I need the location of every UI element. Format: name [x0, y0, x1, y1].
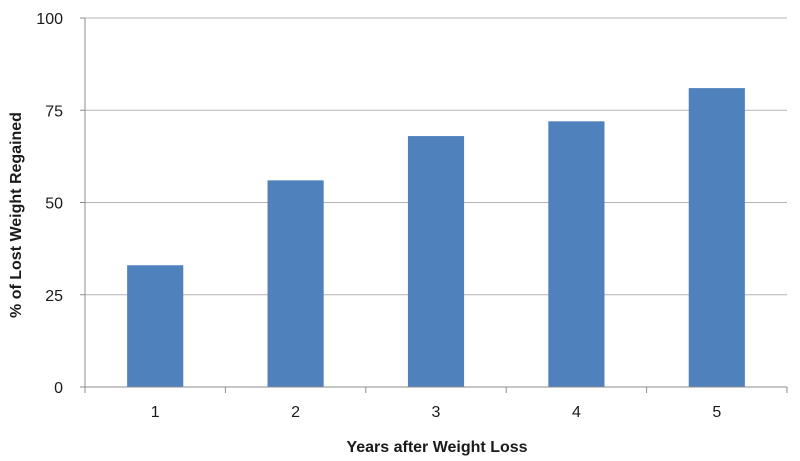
x-axis-title: Years after Weight Loss: [346, 439, 527, 456]
axes: [80, 17, 788, 393]
y-tick-label: 75: [45, 103, 63, 120]
y-tick-label: 25: [45, 288, 63, 305]
x-tick-label: 1: [151, 404, 160, 421]
x-tick-label: 2: [291, 404, 300, 421]
tick-labels: 0 25 50 75 100 1 2 3 4 5: [36, 11, 721, 421]
y-tick-label: 100: [36, 11, 63, 28]
bars: [127, 88, 745, 388]
bar-1: [127, 265, 184, 387]
y-tick-label: 0: [54, 380, 63, 397]
y-axis-title: % of Lost Weight Regained: [8, 112, 25, 318]
x-tick-label: 4: [572, 404, 581, 421]
x-tick-label: 5: [712, 404, 721, 421]
bar-4: [548, 121, 605, 387]
bar-5: [688, 88, 745, 388]
bar-2: [267, 180, 324, 387]
x-tick-label: 3: [432, 404, 441, 421]
y-tick-label: 50: [45, 196, 63, 213]
bar-3: [407, 136, 465, 387]
